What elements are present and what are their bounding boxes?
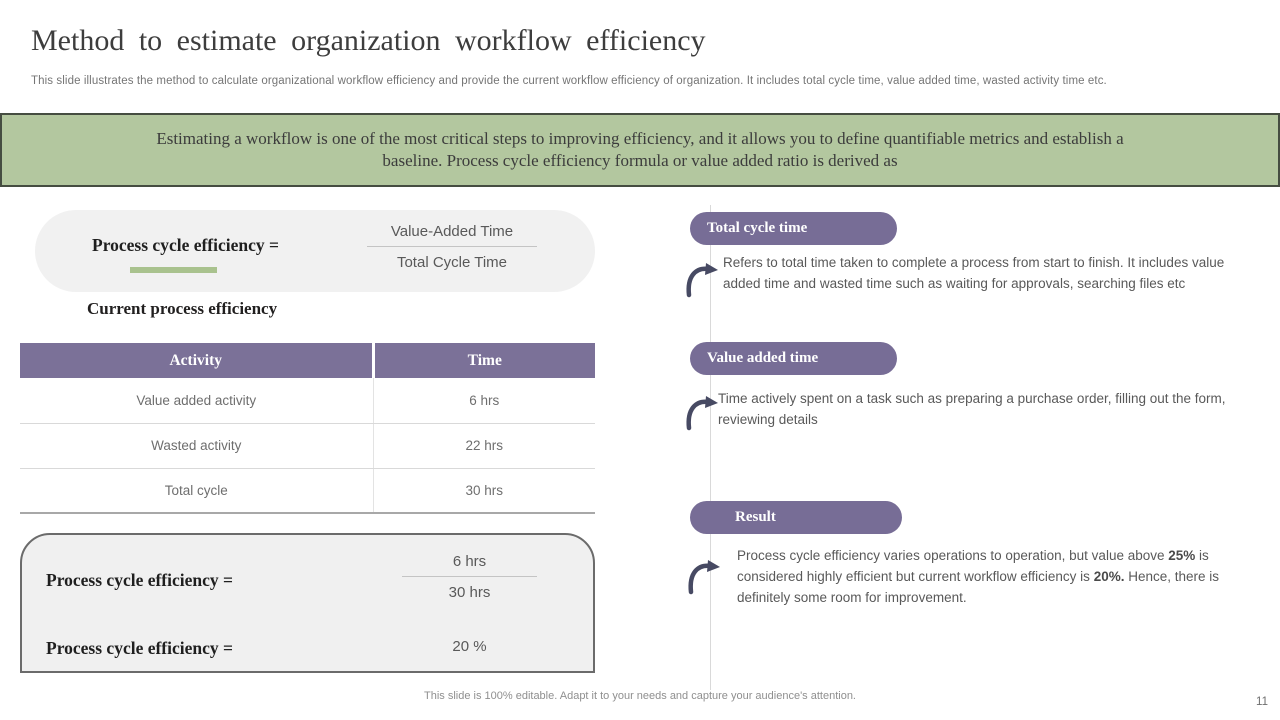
activity-cell: Total cycle xyxy=(20,468,374,514)
calc-result-value: 20 % xyxy=(452,638,487,655)
time-cell: 22 hrs xyxy=(373,423,595,469)
curved-arrow-icon xyxy=(686,396,718,431)
result-text-part2: is considered highly efficient but curre… xyxy=(737,548,1209,584)
formula-label: Process cycle efficiency = xyxy=(92,235,279,255)
curved-arrow-icon xyxy=(688,560,720,595)
callout-pill-value-added-time: Value added time xyxy=(690,342,897,375)
calc-fraction: 6 hrs 30 hrs xyxy=(402,553,537,601)
result-text-bold2: 20%. xyxy=(1093,569,1125,584)
current-process-heading: Current process efficiency xyxy=(87,299,278,318)
page-title: Method to estimate organization workflow… xyxy=(31,24,706,57)
result-text-part3: Hence, there is definitely some room for… xyxy=(737,569,1220,605)
fraction-line xyxy=(367,246,537,247)
intro-banner-text: Estimating a workflow is one of the most… xyxy=(156,129,1124,170)
callout-text-result: Process cycle efficiency varies operatio… xyxy=(737,545,1259,608)
callout-text-total-cycle-time: Refers to total time taken to complete a… xyxy=(723,255,1225,291)
callout-pill-result: Result xyxy=(690,501,902,534)
calc-denominator: 30 hrs xyxy=(448,584,491,601)
efficiency-table: Activity Time Value added activity 6 hrs… xyxy=(20,343,595,514)
green-accent-bar xyxy=(130,267,217,273)
callout-connector-line xyxy=(710,205,711,690)
time-cell: 6 hrs xyxy=(373,378,595,424)
curved-arrow-icon xyxy=(686,263,718,298)
result-text-part1: Process cycle efficiency varies operatio… xyxy=(737,548,1169,563)
table-row: Wasted activity 22 hrs xyxy=(20,423,595,469)
fraction-numerator: Value-Added Time xyxy=(390,223,514,240)
activity-column-header: Activity xyxy=(20,343,375,378)
intro-banner: Estimating a workflow is one of the most… xyxy=(0,113,1280,187)
page-subtitle: This slide illustrates the method to cal… xyxy=(31,75,1107,87)
formula-definition-box: Process cycle efficiency = Value-Added T… xyxy=(35,210,595,292)
activity-cell: Value added activity xyxy=(20,378,374,424)
table-header-row: Activity Time xyxy=(20,343,595,378)
footer-note: This slide is 100% editable. Adapt it to… xyxy=(424,690,856,702)
calc-label-2: Process cycle efficiency = xyxy=(46,638,233,658)
table-row: Total cycle 30 hrs xyxy=(20,468,595,514)
result-text-bold1: 25% xyxy=(1168,548,1196,563)
calc-numerator: 6 hrs xyxy=(452,553,487,570)
page-number: 11 xyxy=(1256,696,1268,708)
time-column-header: Time xyxy=(373,343,595,378)
fraction-denominator: Total Cycle Time xyxy=(396,254,508,271)
activity-cell: Wasted activity xyxy=(20,423,374,469)
table-row: Value added activity 6 hrs xyxy=(20,378,595,424)
time-cell: 30 hrs xyxy=(373,468,595,514)
formula-fraction: Value-Added Time Total Cycle Time xyxy=(367,223,537,271)
callout-pill-total-cycle-time: Total cycle time xyxy=(690,212,897,245)
callout-text-value-added-time: Time actively spent on a task such as pr… xyxy=(718,391,1226,427)
calculation-box: Process cycle efficiency = 6 hrs 30 hrs … xyxy=(20,533,595,673)
calc-label-1: Process cycle efficiency = xyxy=(46,570,233,590)
calc-fraction-line xyxy=(402,576,537,577)
